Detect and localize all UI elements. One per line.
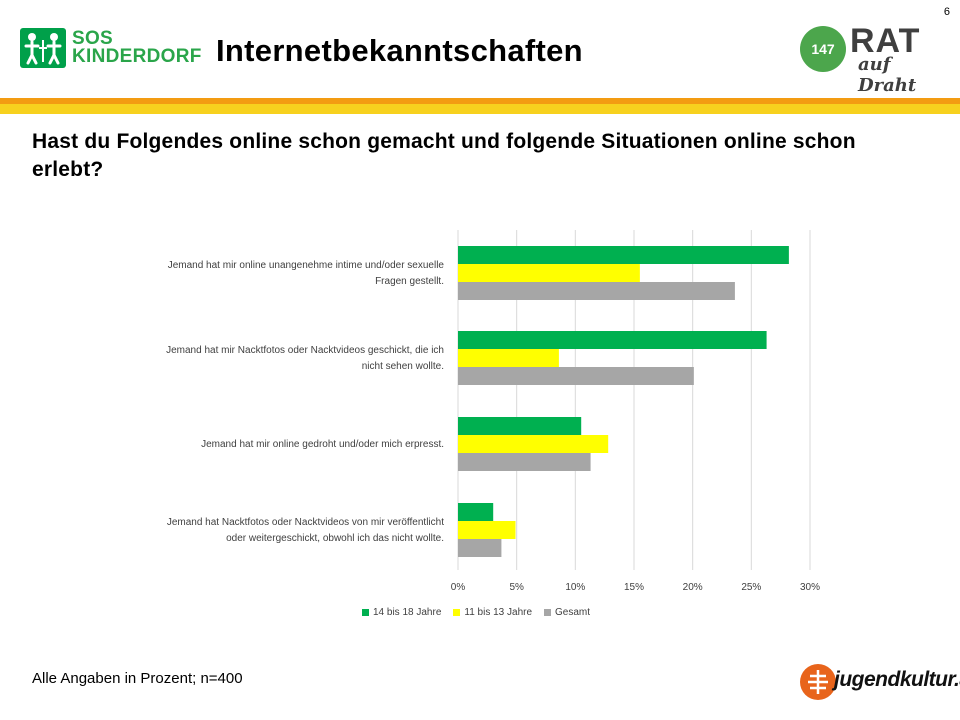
sos-logo-line2: KINDERDORF [72, 46, 202, 67]
sos-logo-line1: SOS [72, 28, 114, 49]
bar [458, 539, 502, 557]
legend-item: Gesamt [544, 607, 590, 618]
slide-title: Internetbekanntschaften [216, 33, 583, 68]
bar [458, 246, 789, 264]
rat-auf-draht-logo: 147 RAT auf Draht [800, 22, 950, 96]
chart-legend: 14 bis 18 Jahre 11 bis 13 Jahre Gesamt [362, 607, 590, 618]
bar [458, 264, 640, 282]
legend-item: 14 bis 18 Jahre [362, 607, 441, 618]
sos-kinderdorf-logo: SOS KINDERDORF [20, 28, 205, 70]
jugendkultur-mark-icon [800, 664, 836, 700]
legend-swatch [544, 609, 552, 616]
legend-swatch [453, 609, 461, 616]
category-label: Fragen gestellt. [375, 276, 444, 287]
category-label: Jemand hat Nacktfotos oder Nacktvideos v… [167, 517, 444, 528]
jugendkultur-logo: jugendkultur.at [800, 664, 960, 708]
header-band-yellow [0, 104, 960, 114]
bar [458, 503, 494, 521]
rat-logo-word: RAT [850, 22, 921, 60]
x-tick-label: 25% [741, 582, 761, 593]
category-label: Jemand hat mir Nacktfotos oder Nacktvide… [166, 345, 444, 356]
category-label: Jemand hat mir online unangenehme intime… [168, 260, 445, 271]
legend-label: 11 bis 13 Jahre [464, 607, 533, 618]
x-tick-label: 30% [800, 582, 820, 593]
rat-number-badge: 147 [800, 26, 846, 72]
footnote: Alle Angaben in Prozent; n=400 [32, 670, 243, 687]
bar [458, 453, 591, 471]
bar-chart: 0% 5% 10% 15% 20% 25% 30% Jemand hat mir online… [166, 230, 820, 593]
legend-label: 14 bis 18 Jahre [373, 607, 442, 618]
x-tick-label: 0% [451, 582, 466, 593]
bar [458, 331, 767, 349]
bar [458, 282, 735, 300]
sos-logo-text: SOS KINDERDORF [72, 28, 202, 67]
bar [458, 367, 694, 385]
legend-swatch [362, 609, 369, 616]
x-tick-label: 15% [624, 582, 644, 593]
legend-label: Gesamt [555, 607, 591, 618]
bar [458, 435, 609, 453]
category-label: nicht sehen wollte. [362, 361, 444, 372]
x-tick-label: 20% [683, 582, 703, 593]
category-label: oder weitergeschickt, obwohl ich das nic… [226, 533, 444, 544]
rat-logo-subtitle: auf Draht [858, 54, 917, 96]
x-tick-label: 5% [509, 582, 524, 593]
legend-item: 11 bis 13 Jahre [453, 607, 532, 618]
sos-children-icon [20, 28, 66, 68]
jugendkultur-logo-text: jugendkultur.at [834, 668, 960, 691]
bar [458, 417, 582, 435]
bar [458, 521, 516, 539]
survey-question: Hast du Folgendes online schon gemacht u… [32, 130, 856, 181]
bar [458, 349, 559, 367]
category-label: Jemand hat mir online gedroht und/oder m… [201, 439, 444, 450]
x-tick-label: 10% [565, 582, 585, 593]
header-band-orange [0, 98, 960, 104]
page-number: 6 [943, 6, 950, 18]
